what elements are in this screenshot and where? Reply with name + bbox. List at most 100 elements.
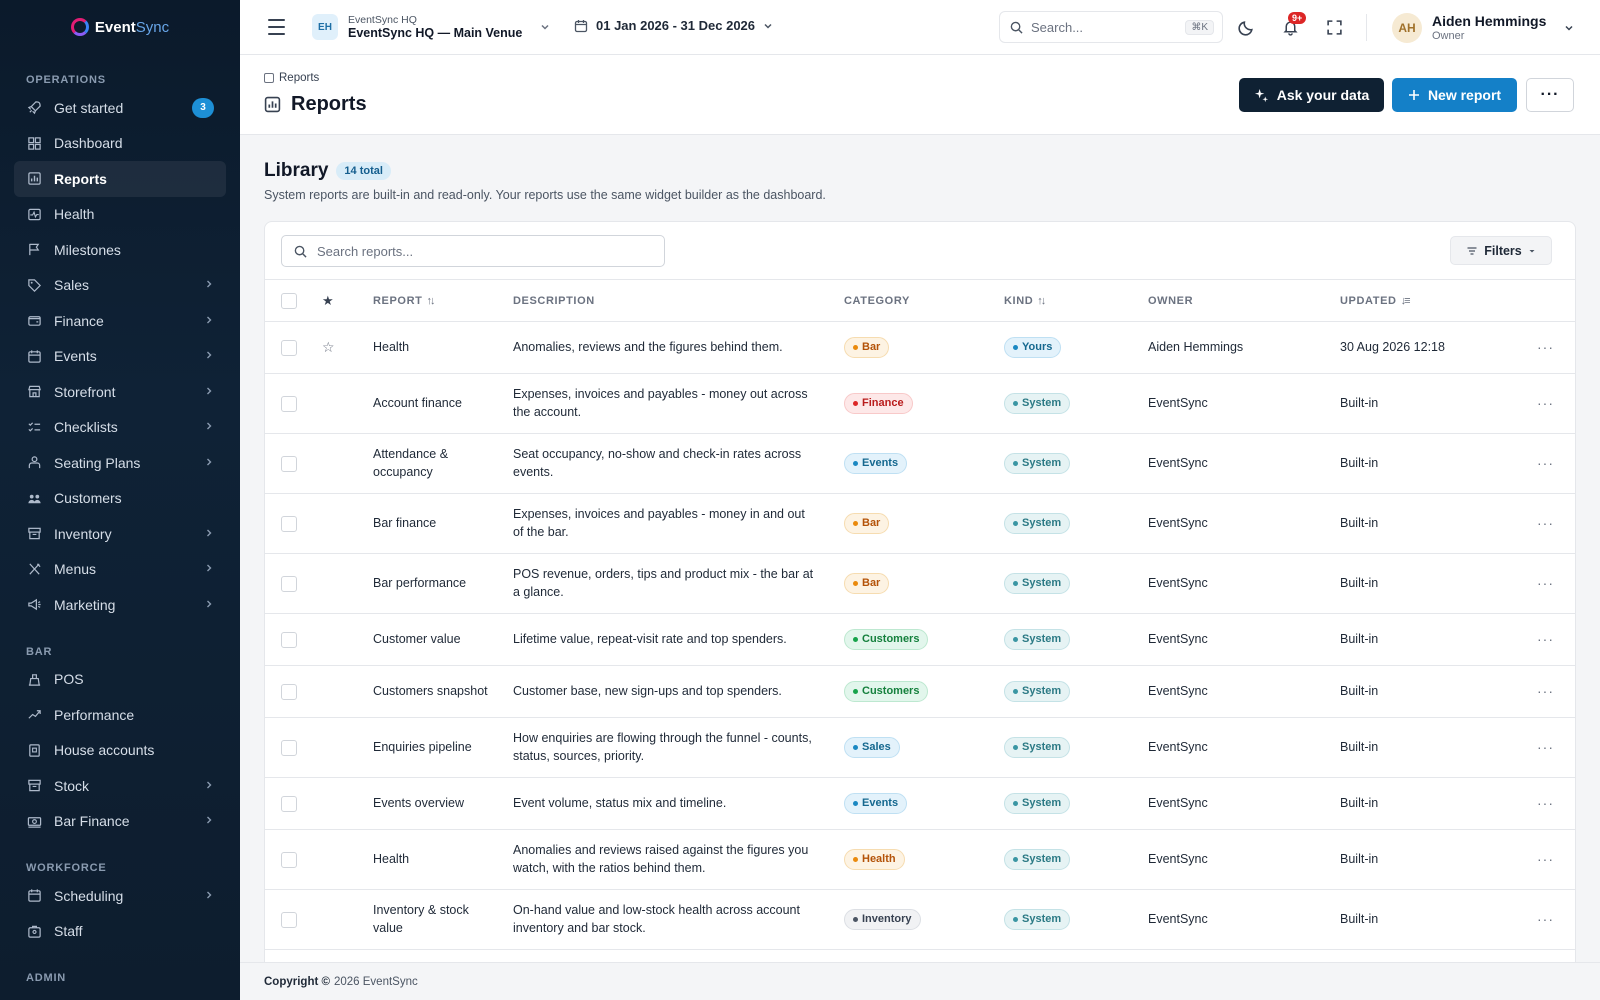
notifications-bell-icon[interactable]: 9+ (1280, 12, 1307, 37)
table-row[interactable]: Inventory & stock value On-hand value and… (265, 890, 1575, 950)
row-actions-icon[interactable]: ··· (1537, 338, 1554, 355)
report-name[interactable]: Inventory & stock value (373, 903, 469, 935)
row-checkbox[interactable] (281, 666, 297, 717)
row-checkbox[interactable] (281, 322, 297, 373)
sidebar-item-staff[interactable]: Staff (14, 914, 226, 950)
row-actions-icon[interactable]: ··· (1537, 394, 1554, 411)
sidebar-item-milestones[interactable]: Milestones (14, 232, 226, 268)
report-updated: Built-in (1340, 515, 1379, 530)
sidebar-item-health[interactable]: Health (14, 197, 226, 233)
status-dot-icon (1013, 581, 1018, 586)
report-name[interactable]: Health (373, 851, 410, 866)
column-updated[interactable]: UPDATED ↓≡ (1340, 280, 1410, 322)
chevron-right-icon (204, 278, 214, 292)
report-name[interactable]: Events overview (373, 795, 465, 810)
sidebar-item-performance[interactable]: Performance (14, 697, 226, 733)
column-report[interactable]: REPORT ↑↓ (373, 280, 435, 322)
table-row[interactable]: Customer value Lifetime value, repeat-vis… (265, 614, 1575, 666)
row-checkbox[interactable] (281, 614, 297, 665)
date-range-picker[interactable]: 01 Jan 2026 - 31 Dec 2026 (574, 18, 773, 33)
sidebar-item-sales[interactable]: Sales (14, 268, 226, 304)
user-menu[interactable]: AH Aiden Hemmings Owner (1392, 13, 1574, 43)
sidebar-item-get-started[interactable]: Get started 3 (14, 90, 226, 126)
column-kind[interactable]: KIND ↑↓ (1004, 280, 1046, 322)
table-row[interactable]: Account finance Expenses, invoices and pa… (265, 374, 1575, 434)
search-reports-input[interactable]: Search reports... (281, 235, 665, 267)
sidebar-item-marketing[interactable]: Marketing (14, 587, 226, 623)
menu-toggle-icon[interactable] (264, 16, 288, 38)
star-icon[interactable]: ☆ (322, 338, 335, 355)
row-actions-icon[interactable]: ··· (1537, 738, 1554, 755)
sidebar-item-label: POS (54, 671, 84, 688)
report-description: POS revenue, orders, tips and product mi… (513, 567, 814, 599)
row-checkbox[interactable] (281, 718, 297, 777)
row-checkbox[interactable] (281, 494, 297, 553)
sidebar-item-finance[interactable]: Finance (14, 303, 226, 339)
sidebar-item-seating-plans[interactable]: Seating Plans (14, 445, 226, 481)
ask-your-data-button[interactable]: Ask your data (1239, 78, 1384, 112)
report-name[interactable]: Account finance (373, 395, 462, 410)
row-actions-icon[interactable]: ··· (1537, 910, 1554, 927)
sidebar-item-inventory[interactable]: Inventory (14, 516, 226, 552)
sidebar-item-dashboard[interactable]: Dashboard (14, 126, 226, 162)
row-checkbox[interactable] (281, 830, 297, 889)
sidebar-item-checklists[interactable]: Checklists (14, 410, 226, 446)
more-actions-button[interactable]: ··· (1526, 78, 1574, 112)
kind-label: System (1022, 516, 1062, 529)
sidebar-item-scheduling[interactable]: Scheduling (14, 878, 226, 914)
table-row[interactable]: ☆ Health Anomalies, reviews and the figure… (265, 322, 1575, 374)
row-actions-icon[interactable]: ··· (1537, 850, 1554, 867)
sidebar-item-label: Bar Finance (54, 813, 130, 830)
row-checkbox[interactable] (281, 890, 297, 949)
report-name[interactable]: Bar performance (373, 575, 467, 590)
row-checkbox[interactable] (281, 778, 297, 829)
report-name[interactable]: Health (373, 339, 410, 354)
table-row[interactable]: Bar performance POS revenue, orders, tips… (265, 554, 1575, 614)
report-name[interactable]: Customers snapshot (373, 683, 488, 698)
row-actions-icon[interactable]: ··· (1537, 630, 1554, 647)
status-dot-icon (1013, 745, 1018, 750)
sidebar-item-events[interactable]: Events (14, 339, 226, 375)
report-name[interactable]: Customer value (373, 631, 461, 646)
brand-logo[interactable]: EventSync (0, 0, 240, 54)
rocket-icon (26, 100, 42, 116)
sidebar-item-reports[interactable]: Reports (14, 161, 226, 197)
row-actions-icon[interactable]: ··· (1537, 682, 1554, 699)
fullscreen-icon[interactable] (1324, 17, 1344, 37)
row-actions-icon[interactable]: ··· (1537, 574, 1554, 591)
status-dot-icon (1013, 689, 1018, 694)
new-report-button[interactable]: New report (1392, 78, 1517, 112)
sidebar-item-storefront[interactable]: Storefront (14, 374, 226, 410)
breadcrumb[interactable]: Reports (264, 72, 319, 84)
row-checkbox[interactable] (281, 554, 297, 613)
table-row[interactable]: Health Anomalies and reviews raised again… (265, 830, 1575, 890)
report-name[interactable]: Attendance & occupancy (373, 447, 449, 479)
status-dot-icon (1013, 461, 1018, 466)
row-actions-icon[interactable]: ··· (1537, 454, 1554, 471)
kind-label: System (1022, 912, 1062, 925)
row-actions-icon[interactable]: ··· (1537, 514, 1554, 531)
global-search-input[interactable]: Search... ⌘K (999, 11, 1223, 43)
venue-switcher[interactable]: EH EventSync HQ EventSync HQ — Main Venu… (312, 14, 550, 41)
filters-button[interactable]: Filters (1450, 236, 1552, 265)
status-dot-icon (853, 801, 858, 806)
row-checkbox[interactable] (281, 434, 297, 493)
table-row[interactable]: Attendance & occupancy Seat occupancy, no… (265, 434, 1575, 494)
sidebar-item-house-accounts[interactable]: House accounts (14, 733, 226, 769)
report-name[interactable]: Enquiries pipeline (373, 739, 472, 754)
row-actions-icon[interactable]: ··· (1537, 794, 1554, 811)
sidebar-item-stock[interactable]: Stock (14, 768, 226, 804)
row-checkbox[interactable] (281, 374, 297, 433)
table-row[interactable]: Bar finance Expenses, invoices and payabl… (265, 494, 1575, 554)
select-all-checkbox[interactable] (281, 280, 297, 322)
sidebar-item-bar-finance[interactable]: Bar Finance (14, 804, 226, 840)
search-placeholder: Search... (1031, 19, 1084, 35)
sidebar-item-menus[interactable]: Menus (14, 552, 226, 588)
sidebar-item-pos[interactable]: POS (14, 662, 226, 698)
table-row[interactable]: Enquiries pipeline How enquiries are flow… (265, 718, 1575, 778)
dark-mode-moon-icon[interactable] (1236, 17, 1256, 37)
table-row[interactable]: Customers snapshot Customer base, new sig… (265, 666, 1575, 718)
table-row[interactable]: Events overview Event volume, status mix … (265, 778, 1575, 830)
report-name[interactable]: Bar finance (373, 515, 437, 530)
sidebar-item-customers[interactable]: Customers (14, 481, 226, 517)
